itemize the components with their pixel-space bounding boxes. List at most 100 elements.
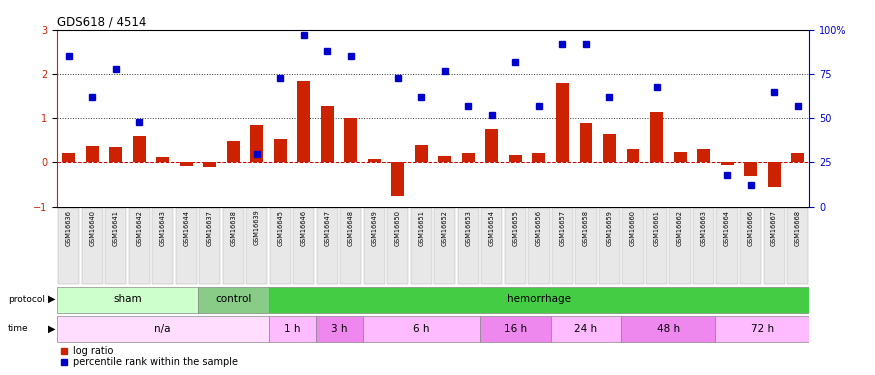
Text: log ratio: log ratio <box>74 345 114 355</box>
Text: GSM16636: GSM16636 <box>66 210 72 246</box>
FancyBboxPatch shape <box>81 208 102 284</box>
Bar <box>227 141 240 162</box>
Text: 48 h: 48 h <box>657 324 680 334</box>
Bar <box>697 149 710 162</box>
Text: GSM16657: GSM16657 <box>559 210 565 246</box>
Text: GSM16647: GSM16647 <box>325 210 330 246</box>
Text: control: control <box>215 294 251 304</box>
Bar <box>626 149 640 162</box>
FancyBboxPatch shape <box>669 208 690 284</box>
FancyBboxPatch shape <box>129 208 150 284</box>
Text: GSM16659: GSM16659 <box>606 210 612 246</box>
Bar <box>721 162 733 165</box>
FancyBboxPatch shape <box>57 316 269 342</box>
Text: time: time <box>8 324 29 333</box>
FancyBboxPatch shape <box>364 208 385 284</box>
Bar <box>462 153 475 162</box>
FancyBboxPatch shape <box>57 286 198 313</box>
FancyBboxPatch shape <box>434 208 456 284</box>
Text: GSM16648: GSM16648 <box>348 210 354 246</box>
FancyBboxPatch shape <box>340 208 361 284</box>
Text: n/a: n/a <box>155 324 171 334</box>
Bar <box>109 147 123 162</box>
Text: 6 h: 6 h <box>413 324 430 334</box>
Text: GSM16660: GSM16660 <box>630 210 636 246</box>
Bar <box>368 159 381 162</box>
FancyBboxPatch shape <box>764 208 785 284</box>
FancyBboxPatch shape <box>622 208 644 284</box>
Text: GSM16658: GSM16658 <box>583 210 589 246</box>
FancyBboxPatch shape <box>316 316 362 342</box>
Bar <box>579 123 592 162</box>
Bar <box>674 152 687 162</box>
Bar <box>438 156 452 162</box>
FancyBboxPatch shape <box>528 208 550 284</box>
FancyBboxPatch shape <box>176 208 197 284</box>
Text: GDS618 / 4514: GDS618 / 4514 <box>57 16 146 29</box>
Bar <box>345 118 357 162</box>
Text: ▶: ▶ <box>48 294 55 304</box>
Bar <box>791 153 804 162</box>
FancyBboxPatch shape <box>598 208 620 284</box>
FancyBboxPatch shape <box>293 208 314 284</box>
FancyBboxPatch shape <box>480 316 550 342</box>
FancyBboxPatch shape <box>152 208 173 284</box>
Text: 3 h: 3 h <box>331 324 347 334</box>
FancyBboxPatch shape <box>269 286 809 313</box>
FancyBboxPatch shape <box>552 208 573 284</box>
Bar <box>250 125 263 162</box>
FancyBboxPatch shape <box>550 316 621 342</box>
FancyBboxPatch shape <box>198 286 269 313</box>
Text: GSM16645: GSM16645 <box>277 210 284 246</box>
Bar <box>157 157 169 162</box>
Bar <box>556 83 569 162</box>
Text: GSM16654: GSM16654 <box>489 210 495 246</box>
FancyBboxPatch shape <box>105 208 126 284</box>
FancyBboxPatch shape <box>317 208 338 284</box>
Text: sham: sham <box>113 294 142 304</box>
Bar <box>321 106 333 162</box>
Text: GSM16663: GSM16663 <box>701 210 706 246</box>
Text: 1 h: 1 h <box>284 324 300 334</box>
Text: GSM16637: GSM16637 <box>206 210 213 246</box>
FancyBboxPatch shape <box>505 208 526 284</box>
Bar <box>415 145 428 162</box>
Bar <box>767 162 780 187</box>
Text: 72 h: 72 h <box>751 324 774 334</box>
FancyBboxPatch shape <box>787 208 808 284</box>
FancyBboxPatch shape <box>693 208 714 284</box>
Bar <box>274 139 287 162</box>
Text: GSM16644: GSM16644 <box>183 210 189 246</box>
FancyBboxPatch shape <box>717 208 738 284</box>
Text: 24 h: 24 h <box>574 324 598 334</box>
FancyBboxPatch shape <box>200 208 220 284</box>
Bar <box>744 162 757 176</box>
Text: ▶: ▶ <box>48 324 55 334</box>
Bar <box>86 146 99 162</box>
FancyBboxPatch shape <box>740 208 761 284</box>
Text: hemorrhage: hemorrhage <box>507 294 571 304</box>
FancyBboxPatch shape <box>576 208 597 284</box>
Bar <box>650 112 663 162</box>
Text: GSM16662: GSM16662 <box>677 210 683 246</box>
Bar <box>203 162 216 167</box>
FancyBboxPatch shape <box>388 208 409 284</box>
Bar <box>179 162 192 166</box>
Text: 16 h: 16 h <box>504 324 527 334</box>
Text: GSM16666: GSM16666 <box>747 210 753 246</box>
Text: GSM16650: GSM16650 <box>395 210 401 246</box>
Text: GSM16638: GSM16638 <box>230 210 236 246</box>
FancyBboxPatch shape <box>410 208 432 284</box>
Text: GSM16640: GSM16640 <box>89 210 95 246</box>
FancyBboxPatch shape <box>716 316 809 342</box>
Text: GSM16649: GSM16649 <box>371 210 377 246</box>
Text: GSM16668: GSM16668 <box>794 210 801 246</box>
Bar <box>509 154 522 162</box>
Text: GSM16652: GSM16652 <box>442 210 448 246</box>
Bar <box>533 153 545 162</box>
Bar <box>133 136 145 162</box>
Bar <box>298 81 311 162</box>
Text: GSM16651: GSM16651 <box>418 210 424 246</box>
Text: GSM16661: GSM16661 <box>654 210 660 246</box>
Bar <box>603 134 616 162</box>
